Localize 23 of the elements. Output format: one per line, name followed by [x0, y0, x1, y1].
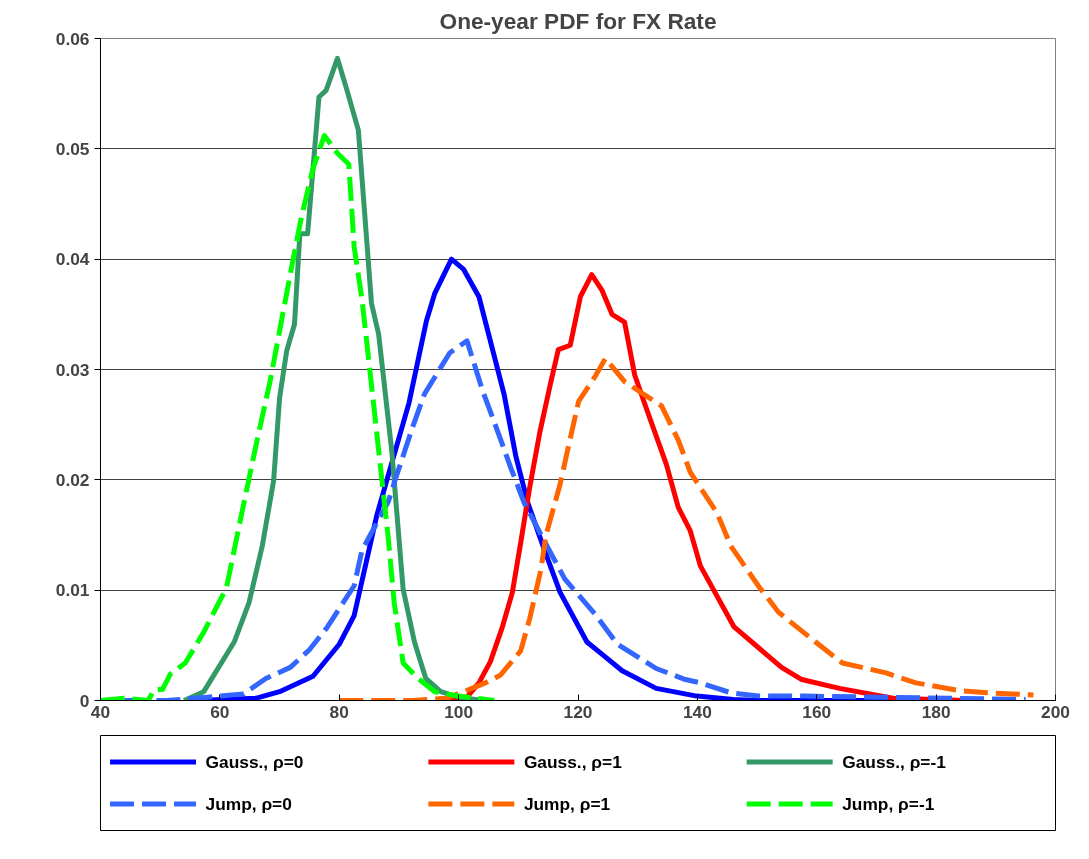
legend-label: Jump, ρ=-1: [842, 793, 935, 814]
x-tick-label: 160: [802, 701, 832, 722]
legend-label: Gauss., ρ=1: [523, 752, 623, 773]
x-tick-label: 140: [682, 701, 712, 722]
legend-label: Gauss., ρ=0: [205, 752, 304, 773]
x-tick-label: 180: [921, 701, 951, 722]
y-tick-label: 0.03: [55, 359, 90, 380]
legend-label: Jump, ρ=0: [205, 793, 292, 814]
y-tick-label: 0.06: [55, 28, 90, 49]
x-tick-label: 60: [210, 701, 230, 722]
legend-label: Jump, ρ=1: [523, 793, 611, 814]
x-tick-label: 200: [1041, 701, 1070, 722]
y-tick-label: 0.05: [55, 138, 90, 159]
x-tick-label: 80: [329, 701, 349, 722]
x-tick-label: 120: [563, 701, 593, 722]
legend-label: Gauss., ρ=-1: [842, 752, 947, 773]
x-tick-label: 40: [90, 701, 111, 722]
y-tick-label: 0.01: [55, 580, 90, 601]
y-tick-label: 0.02: [55, 469, 90, 490]
chart-title: One-year PDF for FX Rate: [439, 7, 717, 34]
x-tick-label: 100: [444, 701, 474, 722]
y-tick-label: 0: [79, 690, 90, 711]
y-tick-label: 0.04: [55, 249, 90, 270]
